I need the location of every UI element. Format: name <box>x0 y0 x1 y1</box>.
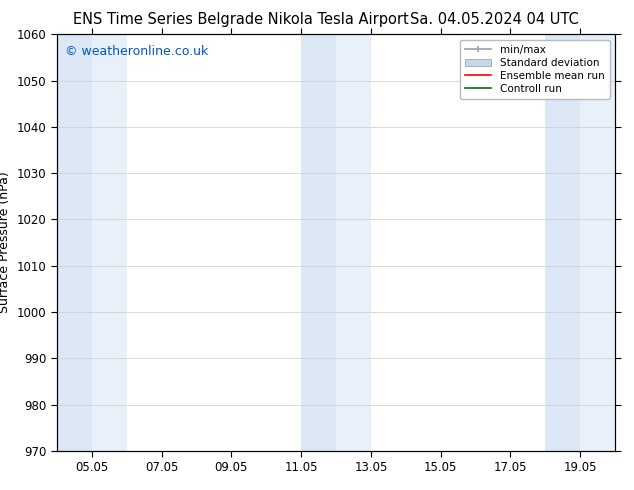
Text: © weatheronline.co.uk: © weatheronline.co.uk <box>65 45 209 58</box>
Text: Sa. 04.05.2024 04 UTC: Sa. 04.05.2024 04 UTC <box>410 12 579 27</box>
Text: ENS Time Series Belgrade Nikola Tesla Airport: ENS Time Series Belgrade Nikola Tesla Ai… <box>73 12 409 27</box>
Bar <box>92 34 127 451</box>
Y-axis label: Surface Pressure (hPa): Surface Pressure (hPa) <box>0 172 11 314</box>
Bar <box>336 34 371 451</box>
Legend: min/max, Standard deviation, Ensemble mean run, Controll run: min/max, Standard deviation, Ensemble me… <box>460 40 610 99</box>
Bar <box>301 34 336 451</box>
Bar <box>545 34 580 451</box>
Bar <box>580 34 615 451</box>
Bar <box>57 34 92 451</box>
